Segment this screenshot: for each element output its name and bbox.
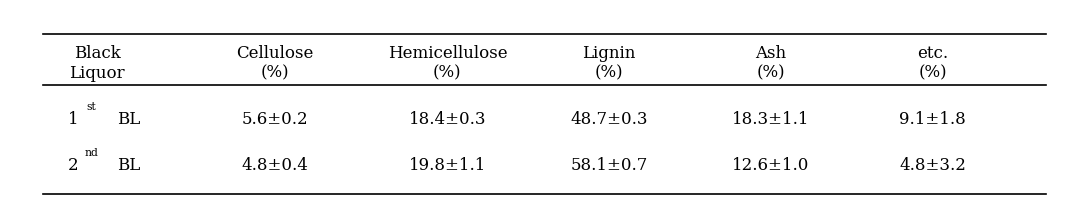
- Text: 4.8±0.4: 4.8±0.4: [241, 158, 308, 174]
- Text: BL: BL: [116, 112, 140, 129]
- Text: Liquor: Liquor: [69, 64, 125, 82]
- Text: 19.8±1.1: 19.8±1.1: [409, 158, 486, 174]
- Text: Cellulose: Cellulose: [236, 46, 314, 62]
- Text: 18.3±1.1: 18.3±1.1: [732, 112, 810, 129]
- Text: 2: 2: [68, 158, 79, 174]
- Text: Lignin: Lignin: [582, 46, 636, 62]
- Text: 9.1±1.8: 9.1±1.8: [899, 112, 966, 129]
- Text: etc.: etc.: [917, 46, 948, 62]
- Text: (%): (%): [595, 64, 623, 82]
- Text: 4.8±3.2: 4.8±3.2: [899, 158, 966, 174]
- Text: BL: BL: [116, 158, 140, 174]
- Text: nd: nd: [85, 148, 98, 158]
- Text: Ash: Ash: [756, 46, 786, 62]
- Text: 48.7±0.3: 48.7±0.3: [570, 112, 648, 129]
- Text: (%): (%): [757, 64, 785, 82]
- Text: 18.4±0.3: 18.4±0.3: [409, 112, 486, 129]
- Text: Black: Black: [73, 46, 121, 62]
- Text: (%): (%): [261, 64, 289, 82]
- Text: 1: 1: [68, 112, 79, 129]
- Text: (%): (%): [433, 64, 461, 82]
- Text: st: st: [86, 102, 97, 112]
- Text: 5.6±0.2: 5.6±0.2: [241, 112, 308, 129]
- Text: 58.1±0.7: 58.1±0.7: [570, 158, 648, 174]
- Text: Hemicellulose: Hemicellulose: [388, 46, 507, 62]
- Text: (%): (%): [918, 64, 946, 82]
- Text: 12.6±1.0: 12.6±1.0: [732, 158, 810, 174]
